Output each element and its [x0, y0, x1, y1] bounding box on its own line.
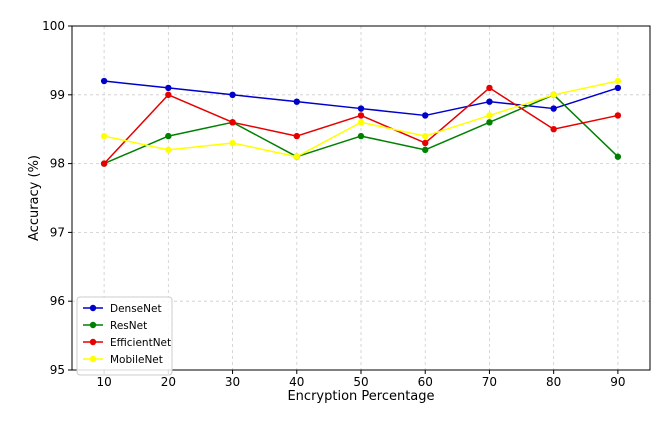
legend-label-efficientnet: EfficientNet [110, 337, 171, 349]
data-point-resnet [486, 119, 493, 126]
x-tick-label: 80 [546, 375, 561, 389]
data-point-resnet [165, 132, 172, 140]
data-point-mobilenet [229, 139, 236, 147]
data-point-efficientnet [293, 132, 300, 140]
y-tick-label: 98 [50, 157, 65, 171]
data-point-mobilenet [486, 112, 493, 119]
series-efficientnet [100, 84, 622, 167]
data-point-mobilenet [422, 132, 429, 140]
series-layer [100, 77, 622, 167]
data-point-resnet [614, 153, 622, 160]
y-tick-label: 99 [50, 88, 65, 102]
data-point-efficientnet [229, 119, 236, 126]
data-point-densenet [100, 77, 108, 85]
x-tick-label: 70 [482, 375, 497, 389]
data-point-densenet [293, 98, 300, 105]
legend: DenseNet ResNet EfficientNet MobileNet [76, 296, 173, 376]
y-axis-label: Accuracy (%) [27, 155, 42, 241]
legend-label-mobilenet: MobileNet [110, 354, 163, 366]
x-tick-label: 90 [610, 375, 625, 389]
data-point-efficientnet [614, 112, 622, 119]
tick-labels: 10 20 30 40 50 60 70 80 90 95 96 97 98 99 100 [42, 19, 625, 389]
data-point-efficientnet [550, 126, 557, 133]
legend-marker-mobilenet [89, 355, 97, 363]
x-tick-label: 10 [96, 375, 111, 389]
y-tick-label: 97 [50, 225, 65, 239]
data-point-densenet [165, 84, 172, 92]
legend-marker-resnet [89, 321, 97, 329]
data-point-densenet [614, 84, 622, 92]
data-point-mobilenet [100, 132, 108, 140]
y-tick-label: 95 [50, 363, 65, 377]
x-axis-label: Encryption Percentage [287, 389, 434, 404]
data-point-efficientnet [422, 139, 429, 147]
data-point-mobilenet [165, 146, 172, 154]
x-tick-label: 50 [353, 375, 368, 389]
data-point-mobilenet [293, 153, 300, 160]
data-point-densenet [422, 112, 429, 119]
data-point-efficientnet [486, 84, 493, 92]
legend-marker-densenet [89, 304, 97, 312]
data-point-densenet [486, 98, 493, 105]
data-point-mobilenet [550, 91, 557, 99]
y-tick-label: 96 [50, 294, 65, 308]
data-point-densenet [229, 91, 236, 99]
x-tick-label: 30 [225, 375, 240, 389]
legend-marker-efficientnet [89, 338, 97, 346]
data-point-mobilenet [614, 77, 622, 85]
data-point-efficientnet [100, 160, 108, 167]
data-point-mobilenet [357, 119, 365, 126]
data-point-efficientnet [165, 91, 172, 99]
data-point-efficientnet [357, 112, 365, 119]
data-point-resnet [357, 132, 365, 140]
x-tick-label: 40 [289, 375, 304, 389]
data-point-densenet [357, 105, 365, 112]
data-point-densenet [550, 105, 557, 112]
series-mobilenet [100, 77, 622, 160]
x-tick-label: 20 [161, 375, 176, 389]
series-densenet [100, 77, 622, 119]
legend-label-resnet: ResNet [110, 320, 147, 332]
legend-label-densenet: DenseNet [110, 303, 162, 315]
y-tick-label: 100 [42, 19, 65, 33]
data-point-resnet [422, 146, 429, 154]
x-tick-label: 60 [418, 375, 433, 389]
legend-box [76, 296, 173, 376]
